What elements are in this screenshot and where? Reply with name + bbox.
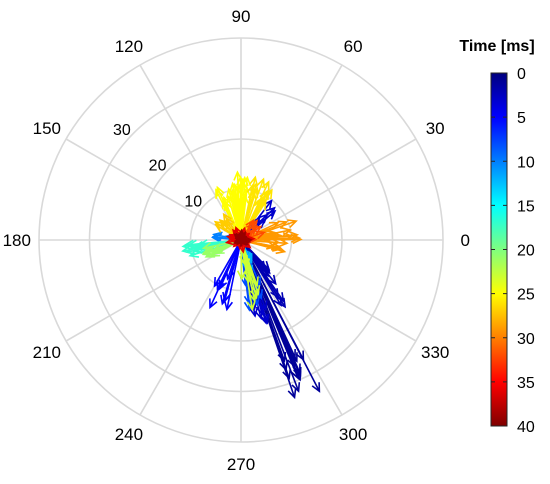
grid-spoke bbox=[140, 65, 241, 240]
angle-tick-label: 60 bbox=[344, 37, 363, 56]
colorbar-tick-label: 25 bbox=[517, 287, 535, 304]
colorbar-title: Time [ms] bbox=[459, 38, 534, 55]
angle-tick-label: 0 bbox=[460, 231, 469, 250]
colorbar-tick-label: 20 bbox=[517, 243, 535, 260]
colorbar-tick-label: 0 bbox=[517, 66, 526, 83]
colorbar-tick-label: 30 bbox=[517, 331, 535, 348]
radial-tick-label: 20 bbox=[149, 158, 167, 175]
radial-labels: 10 20 30 bbox=[113, 122, 202, 210]
angle-tick-label: 120 bbox=[115, 37, 143, 56]
grid-spoke bbox=[241, 139, 416, 240]
colorbar-tick-label: 5 bbox=[517, 110, 526, 127]
grid-spoke bbox=[66, 139, 241, 240]
angle-tick-label: 210 bbox=[33, 343, 61, 362]
angle-tick-label: 240 bbox=[115, 425, 143, 444]
colorbar-tick-label: 15 bbox=[517, 198, 535, 215]
angle-tick-label: 150 bbox=[33, 119, 61, 138]
angle-tick-label: 180 bbox=[3, 231, 31, 250]
colorbar-tick-label: 35 bbox=[517, 375, 535, 392]
angle-tick-label: 30 bbox=[426, 119, 445, 138]
angle-tick-label: 300 bbox=[339, 425, 367, 444]
angle-tick-label: 270 bbox=[227, 455, 255, 474]
colorbar-tick-label: 10 bbox=[517, 154, 535, 171]
colorbar-tick-label: 40 bbox=[517, 419, 535, 436]
angle-tick-label: 330 bbox=[421, 343, 449, 362]
colorbar: Time [ms] 0 5 10 15 20 25 30 35 40 bbox=[459, 38, 535, 436]
radial-tick-label: 30 bbox=[113, 122, 131, 139]
angle-tick-label: 90 bbox=[232, 7, 251, 26]
radial-tick-label: 10 bbox=[184, 193, 202, 210]
